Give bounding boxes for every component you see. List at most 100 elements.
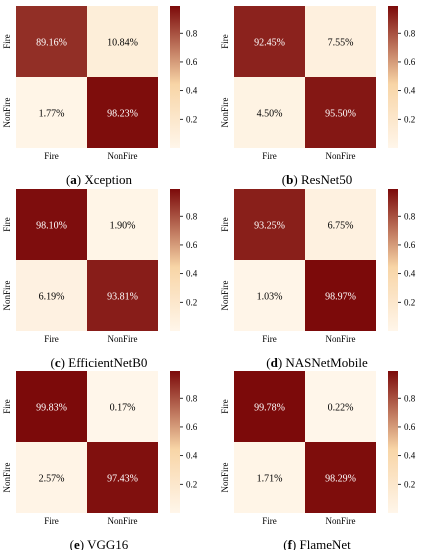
colorbar-tick-label: 0.8 <box>404 393 416 403</box>
row-tick-label: NonFire <box>220 97 230 127</box>
column-tick-label: Fire <box>44 334 59 344</box>
colorbar-tick-label: 0.6 <box>186 240 198 250</box>
heatmap-cell <box>16 6 87 77</box>
cell-value-label: 6.19% <box>39 292 65 303</box>
column-tick-label: NonFire <box>108 516 138 526</box>
row-tick-label: NonFire <box>220 280 230 310</box>
panel-title: ) ResNet50 <box>293 172 352 187</box>
panel-title: ) FlameNet <box>292 537 351 550</box>
heatmap-cell <box>234 6 305 77</box>
heatmap-cell <box>87 77 158 148</box>
row-tick-label: NonFire <box>2 97 12 127</box>
column-tick-label: NonFire <box>326 334 356 344</box>
colorbar-tick-label: 0.2 <box>186 297 197 307</box>
colorbar-tick-label: 0.2 <box>404 479 415 489</box>
column-tick-label: Fire <box>262 334 277 344</box>
cell-value-label: 1.71% <box>257 474 283 485</box>
heatmap-cell <box>305 371 376 442</box>
cell-value-label: 6.75% <box>328 221 354 232</box>
cell-value-label: 89.16% <box>36 38 67 49</box>
heatmap-cell <box>305 442 376 513</box>
heatmap-cell <box>16 77 87 148</box>
heatmap-cell <box>87 442 158 513</box>
column-tick-label: NonFire <box>108 334 138 344</box>
panel-letter: d <box>271 355 279 370</box>
colorbar-tick-label: 0.4 <box>404 451 416 461</box>
row-tick-label: NonFire <box>220 462 230 492</box>
row-tick-label: Fire <box>2 217 12 232</box>
panel-e: 99.83% 0.17% 2.57% 97.43% Fire NonFire Fire Non… <box>2 371 198 550</box>
cell-value-label: 1.03% <box>257 292 283 303</box>
colorbar-tick-label: 0.4 <box>404 86 416 96</box>
cell-value-label: 98.97% <box>325 292 356 303</box>
colorbar-tick-label: 0.8 <box>186 28 198 38</box>
colorbar <box>388 6 398 148</box>
panel-caption: (d) NASNetMobile <box>266 355 368 370</box>
column-tick-label: Fire <box>262 151 277 161</box>
panel-title: ) EfficientNetB0 <box>61 355 148 370</box>
cell-value-label: 0.22% <box>328 403 354 414</box>
cell-value-label: 95.50% <box>325 109 356 120</box>
panel-a: 89.16% 10.84% 1.77% 98.23% Fire NonFire Fire No… <box>2 6 198 187</box>
panel-letter: a <box>70 172 77 187</box>
row-tick-label: Fire <box>220 399 230 414</box>
heatmap-cell <box>234 77 305 148</box>
panel-caption: (f) FlameNet <box>283 537 351 550</box>
row-tick-label: Fire <box>2 399 12 414</box>
heatmap-cell <box>234 189 305 260</box>
column-tick-label: NonFire <box>108 151 138 161</box>
heatmap-cell <box>16 260 87 331</box>
colorbar <box>170 189 180 331</box>
heatmap-cell <box>234 260 305 331</box>
colorbar-tick-label: 0.2 <box>186 479 197 489</box>
cell-value-label: 1.77% <box>39 109 65 120</box>
colorbar-tick-label: 0.6 <box>186 422 198 432</box>
cell-value-label: 98.23% <box>107 109 138 120</box>
colorbar-tick-label: 0.8 <box>404 211 416 221</box>
panel-letter: f <box>288 537 293 550</box>
colorbar-tick-label: 0.4 <box>186 269 198 279</box>
heatmap-cell <box>305 189 376 260</box>
heatmap-cell <box>234 442 305 513</box>
column-tick-label: NonFire <box>326 151 356 161</box>
panel-caption: (c) EfficientNetB0 <box>51 355 148 370</box>
heatmap-cell <box>87 189 158 260</box>
colorbar-tick-label: 0.6 <box>404 422 416 432</box>
row-tick-label: Fire <box>2 34 12 49</box>
heatmap-cell <box>16 371 87 442</box>
colorbar-tick-label: 0.6 <box>404 240 416 250</box>
cell-value-label: 93.81% <box>107 292 138 303</box>
colorbar-tick-label: 0.8 <box>186 393 198 403</box>
colorbar <box>170 371 180 513</box>
panel-caption: (b) ResNet50 <box>282 172 352 187</box>
heatmap-cell <box>16 442 87 513</box>
column-tick-label: NonFire <box>326 516 356 526</box>
panel-letter: c <box>55 355 61 370</box>
heatmap-cell <box>16 189 87 260</box>
panel-title: ) NASNetMobile <box>278 355 368 370</box>
cell-value-label: 0.17% <box>110 403 136 414</box>
panel-letter: b <box>286 172 293 187</box>
panel-f: 99.78% 0.22% 1.71% 98.29% Fire NonFire Fire Non… <box>220 371 416 550</box>
panel-title: ) VGG16 <box>80 537 129 550</box>
heatmap-cell <box>305 6 376 77</box>
cell-value-label: 2.57% <box>39 474 65 485</box>
colorbar-tick-label: 0.2 <box>404 114 415 124</box>
row-tick-label: NonFire <box>2 280 12 310</box>
colorbar <box>388 371 398 513</box>
cell-value-label: 99.83% <box>36 403 67 414</box>
cell-value-label: 7.55% <box>328 38 354 49</box>
colorbar <box>388 189 398 331</box>
panel-d: 93.25% 6.75% 1.03% 98.97% Fire NonFire Fire Non… <box>220 189 416 370</box>
colorbar-tick-label: 0.4 <box>404 269 416 279</box>
heatmap-cell <box>305 260 376 331</box>
row-tick-label: NonFire <box>2 462 12 492</box>
cell-value-label: 10.84% <box>107 38 138 49</box>
cell-value-label: 99.78% <box>254 403 285 414</box>
cell-value-label: 93.25% <box>254 221 285 232</box>
row-tick-label: Fire <box>220 34 230 49</box>
heatmap-cell <box>234 371 305 442</box>
column-tick-label: Fire <box>44 151 59 161</box>
panel-caption: (e) VGG16 <box>70 537 129 550</box>
